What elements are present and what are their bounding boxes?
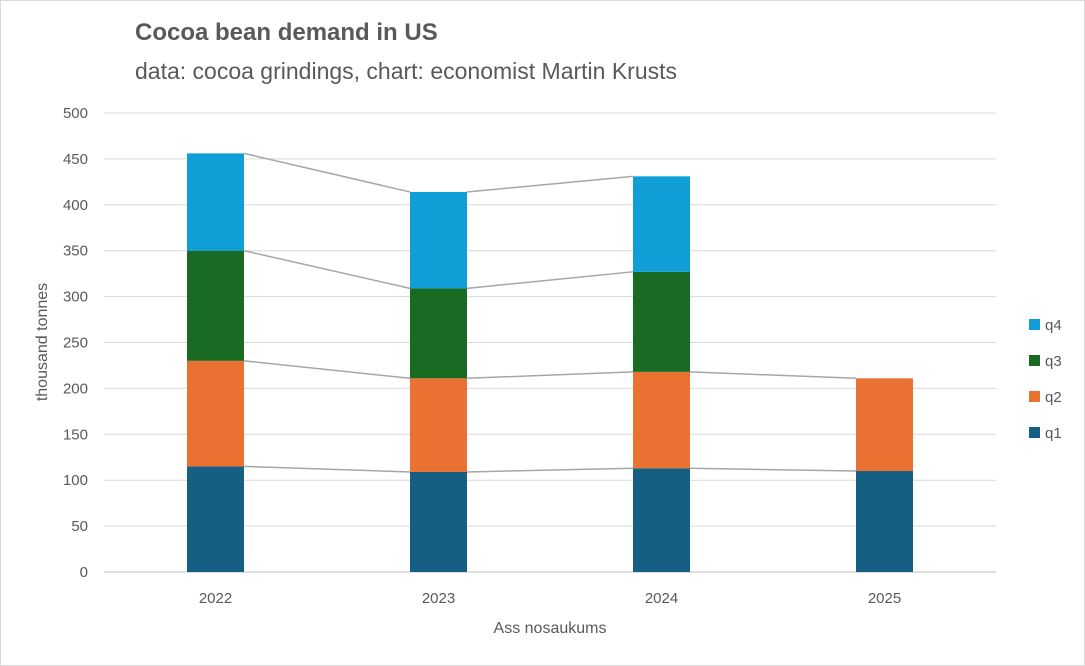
x-axis-ticks: 2022 2023 2024 2025 [199, 590, 901, 607]
series-line-q4 [466, 175, 634, 193]
legend-label-q4: q4 [1045, 317, 1062, 334]
y-axis-title: thousand tonnes [34, 283, 51, 401]
y-tick-label: 300 [63, 289, 88, 306]
legend-swatch-q2 [1029, 391, 1040, 402]
y-tick-label: 100 [63, 472, 88, 489]
bar-q3-2022 [187, 250, 244, 361]
x-tick-label: 2022 [199, 590, 232, 607]
legend-label-q3: q3 [1045, 353, 1062, 370]
bar-q4-2024 [633, 176, 690, 272]
y-tick-label: 500 [63, 105, 88, 122]
y-tick-label: 150 [63, 426, 88, 443]
x-tick-label: 2023 [422, 590, 455, 607]
series-line-q4 [243, 152, 411, 193]
bar-q2-2023 [410, 378, 467, 472]
series-line-q2 [689, 371, 857, 380]
chart-subtitle: data: cocoa grindings, chart: economist … [135, 58, 678, 84]
y-tick-label: 200 [63, 380, 88, 397]
series-line-q2 [466, 371, 634, 380]
bar-q1-2024 [633, 468, 690, 572]
bar-q2-2022 [187, 360, 244, 467]
bar-q2-2024 [633, 371, 690, 469]
gridlines [104, 112, 996, 573]
legend: q4 q3 q2 q1 [1029, 317, 1062, 442]
series-connector-lines [243, 152, 857, 473]
y-tick-label: 350 [63, 243, 88, 260]
bar-q3-2024 [633, 271, 690, 372]
chart-title: Cocoa bean demand in US [135, 19, 438, 46]
bar-q1-2023 [410, 471, 467, 572]
legend-label-q1: q1 [1045, 425, 1062, 442]
series-line-q1 [689, 467, 857, 472]
y-tick-label: 250 [63, 335, 88, 352]
bar-q3-2023 [410, 288, 467, 379]
legend-swatch-q3 [1029, 355, 1040, 366]
y-tick-label: 0 [80, 564, 88, 581]
y-tick-label: 400 [63, 197, 88, 214]
bar-q2-2025 [856, 378, 913, 472]
x-axis-title: Ass nosaukums [494, 620, 607, 637]
series-line-q3 [466, 271, 634, 290]
series-line-q1 [466, 467, 634, 473]
y-tick-label: 50 [71, 518, 88, 535]
y-axis-ticks: 0 50 100 150 200 250 300 350 400 450 500 [63, 105, 88, 581]
bar-q1-2022 [187, 466, 244, 572]
bars [187, 153, 913, 572]
legend-swatch-q4 [1029, 319, 1040, 330]
legend-label-q2: q2 [1045, 389, 1062, 406]
x-tick-label: 2024 [645, 590, 678, 607]
bar-q4-2023 [410, 191, 467, 289]
y-tick-label: 450 [63, 151, 88, 168]
x-tick-label: 2025 [868, 590, 901, 607]
series-line-q3 [243, 249, 411, 290]
legend-swatch-q1 [1029, 427, 1040, 438]
bar-q4-2022 [187, 153, 244, 251]
bar-q1-2025 [856, 471, 913, 572]
series-line-q1 [243, 465, 411, 473]
series-line-q2 [243, 360, 411, 380]
